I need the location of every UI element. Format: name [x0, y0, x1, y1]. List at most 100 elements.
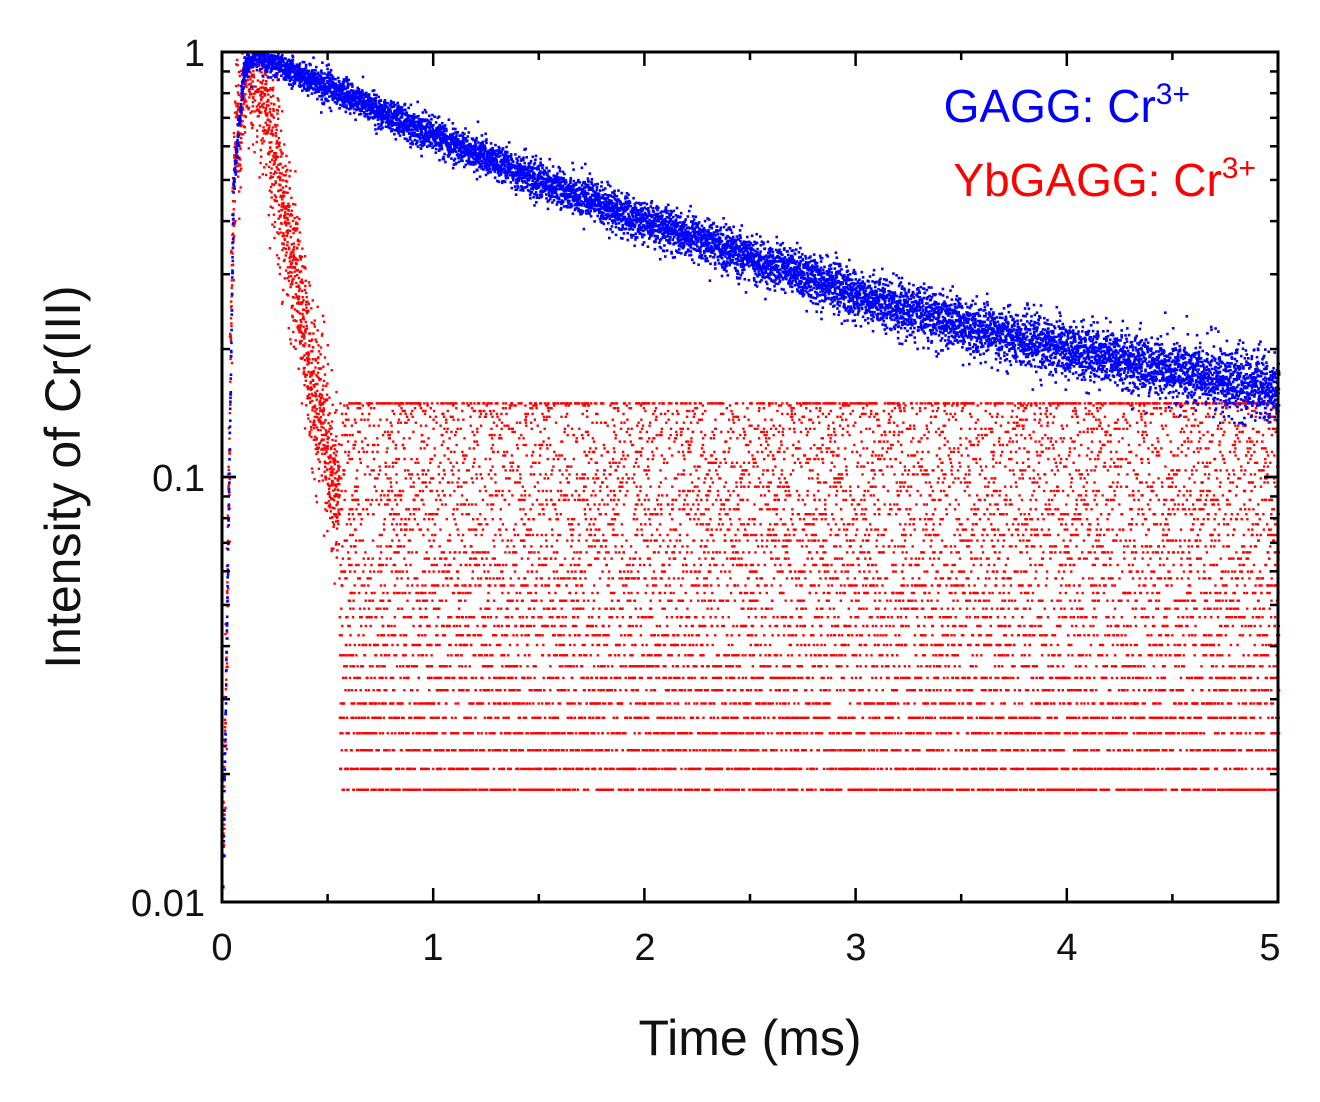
data-point — [361, 404, 364, 407]
data-point — [277, 143, 281, 146]
data-point — [454, 523, 458, 526]
data-point — [621, 477, 624, 480]
data-point — [373, 485, 376, 488]
data-point — [497, 676, 501, 680]
data-point — [388, 749, 391, 752]
data-point — [379, 584, 383, 587]
data-point — [529, 528, 532, 531]
data-point — [440, 689, 444, 692]
data-point — [476, 624, 479, 628]
data-point — [460, 654, 463, 657]
data-point — [432, 539, 435, 542]
data-point — [393, 584, 397, 587]
data-point — [441, 716, 445, 719]
data-point — [312, 423, 315, 427]
data-point — [303, 427, 307, 430]
data-point — [396, 591, 399, 595]
data-point — [465, 498, 468, 502]
data-point — [524, 443, 528, 447]
data-point — [291, 280, 294, 284]
data-point — [365, 616, 369, 619]
data-point — [419, 607, 422, 610]
data-point — [310, 435, 313, 439]
data-point — [438, 481, 441, 484]
data-point — [576, 607, 579, 610]
data-point — [360, 440, 364, 443]
data-point — [428, 591, 431, 595]
data-point — [322, 384, 325, 387]
data-point — [337, 511, 340, 514]
data-point — [227, 587, 230, 590]
data-point — [234, 84, 238, 88]
data-point — [632, 518, 635, 521]
data-point — [274, 134, 278, 138]
data-point — [486, 607, 489, 610]
data-point — [540, 443, 544, 447]
data-point — [526, 676, 530, 680]
data-point — [613, 533, 617, 537]
data-point — [318, 441, 321, 445]
data-point — [556, 551, 559, 554]
data-point — [282, 243, 286, 246]
data-point — [430, 676, 433, 680]
data-point — [457, 477, 460, 480]
data-point — [508, 477, 511, 480]
data-point — [546, 457, 549, 461]
data-point — [348, 557, 351, 560]
data-point — [260, 98, 263, 102]
data-point — [428, 570, 431, 573]
data-point — [523, 498, 526, 502]
data-point — [491, 443, 495, 447]
data-point — [349, 607, 352, 610]
data-point — [578, 427, 581, 430]
data-point — [550, 732, 553, 735]
data-point — [298, 340, 302, 343]
data-point — [618, 489, 622, 493]
data-point — [406, 767, 409, 771]
data-point — [498, 418, 501, 421]
data-point — [612, 489, 616, 493]
data-point — [274, 180, 277, 183]
data-point — [628, 767, 631, 771]
data-point — [575, 665, 578, 668]
data-point — [597, 732, 600, 735]
data-point — [240, 167, 243, 170]
data-point — [590, 676, 593, 680]
data-point — [610, 616, 614, 619]
data-point — [412, 513, 416, 516]
data-point — [327, 413, 330, 417]
data-point — [509, 584, 512, 587]
data-point — [602, 443, 606, 447]
data-point — [273, 123, 277, 127]
data-point — [280, 222, 283, 225]
data-point — [531, 412, 534, 416]
data-point — [390, 513, 393, 516]
data-point — [566, 665, 570, 668]
data-point — [425, 654, 428, 657]
data-point — [300, 255, 303, 258]
data-point — [457, 732, 460, 735]
data-point — [540, 563, 543, 567]
data-point — [461, 616, 464, 619]
data-point — [495, 494, 499, 497]
data-point — [407, 732, 410, 735]
data-point — [435, 563, 438, 567]
data-point — [566, 465, 569, 468]
data-point — [313, 420, 316, 423]
data-point — [327, 455, 330, 459]
data-point — [607, 749, 611, 752]
data-point — [628, 749, 631, 752]
data-point — [367, 749, 371, 752]
data-point — [244, 100, 248, 103]
data-point — [537, 616, 540, 619]
data-point — [543, 427, 546, 430]
data-point — [434, 607, 437, 610]
data-point — [581, 473, 584, 476]
data-point — [631, 788, 635, 791]
data-point — [275, 142, 278, 145]
data-point — [228, 412, 232, 415]
data-point — [304, 329, 307, 332]
data-point — [501, 489, 504, 493]
data-point — [336, 478, 339, 481]
data-point — [286, 212, 290, 216]
